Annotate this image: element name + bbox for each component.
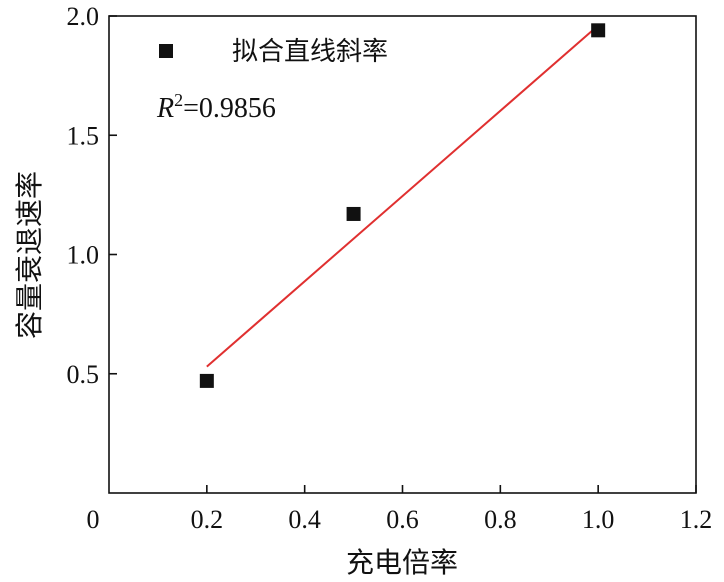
y-tick-label: 2.0 [67,2,100,31]
fit-line-group [206,24,599,368]
data-point [346,206,361,221]
fit-line [206,24,599,368]
r-squared-annotation: R2=0.9856 [156,90,276,124]
x-tick-label: 1.2 [680,505,713,534]
legend-label: 拟合直线斜率 [232,37,388,67]
y-axis-title: 容量衰退速率 [13,171,46,339]
legend-marker [159,44,173,58]
r-squared-value: =0.9856 [183,93,276,124]
x-tick-label: 0.2 [191,505,224,534]
x-tick-label: 1.0 [582,505,615,534]
x-tick-label: 0.6 [386,505,419,534]
plot-area [108,15,697,494]
x-axis: 0 0.2 0.4 0.6 0.8 1.0 1.2 [87,485,713,534]
y-axis: 0.5 1.0 1.5 2.0 [67,2,117,389]
y-tick-label: 1.0 [67,241,100,270]
r-squared-var: R [156,93,174,124]
x-tick-label: 0 [87,505,100,534]
y-tick-label: 0.5 [67,360,100,389]
data-points [199,23,606,388]
r-squared-exponent: 2 [174,90,183,110]
x-axis-title: 充电倍率 [346,546,458,579]
y-tick-label: 1.5 [67,121,100,150]
x-tick-label: 0.4 [288,505,321,534]
x-tick-label: 0.8 [484,505,517,534]
data-point [199,373,214,388]
data-point [591,23,606,38]
